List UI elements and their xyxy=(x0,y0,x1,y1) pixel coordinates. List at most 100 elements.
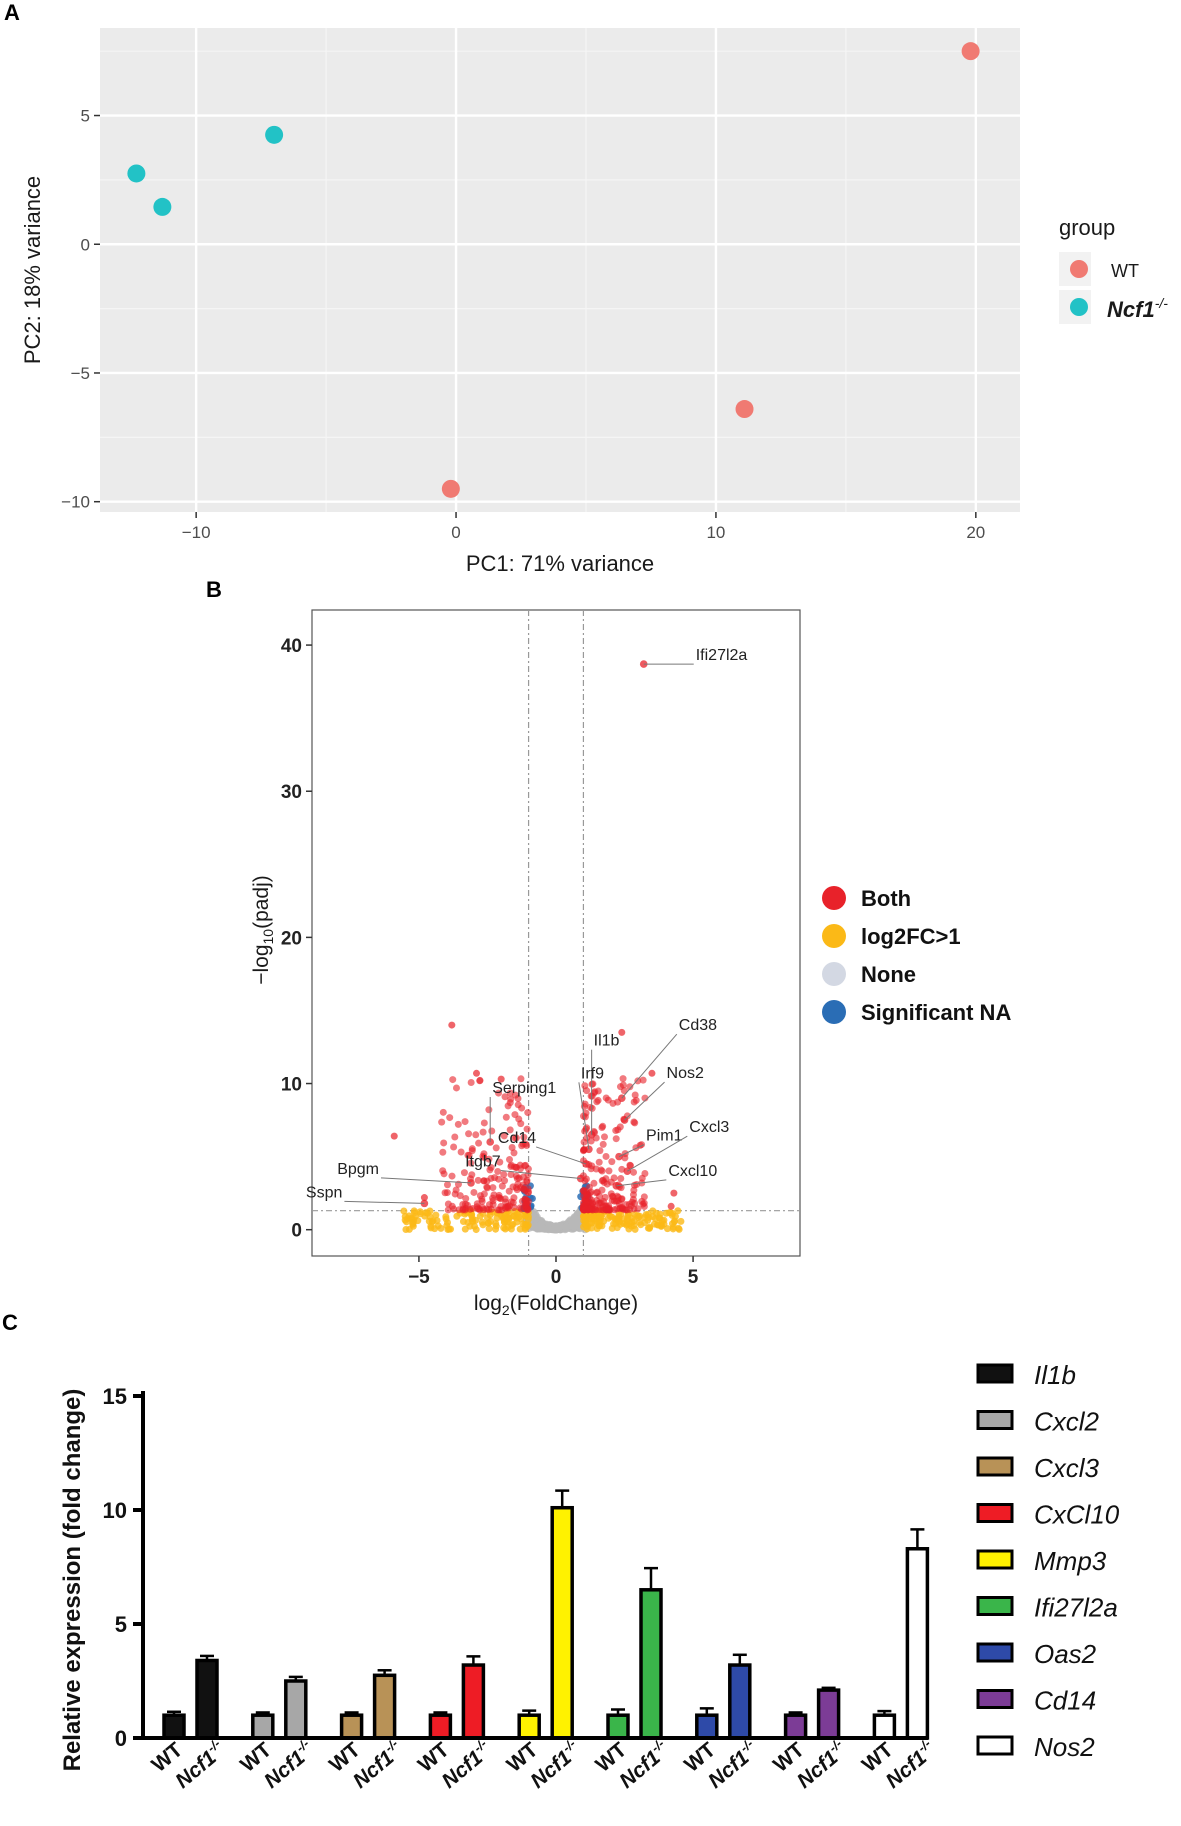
volcano-point-both xyxy=(599,1140,607,1148)
bar-cxcl3-ko xyxy=(372,1673,397,1740)
volcano-point-both xyxy=(496,1194,504,1202)
volcano-point-both xyxy=(452,1084,460,1092)
volcano-point-both xyxy=(596,1147,604,1155)
volcano-point-log2fc xyxy=(431,1225,439,1233)
volcano-label-leader-line xyxy=(535,1146,587,1165)
volcano-point-both xyxy=(500,1171,508,1179)
volcano-point-both xyxy=(492,1144,500,1152)
volcano-point-log2fc xyxy=(432,1211,440,1219)
volcano-point-both xyxy=(631,1181,639,1189)
volcano-point-log2fc xyxy=(453,1212,461,1220)
volcano-point-both xyxy=(488,1127,496,1135)
volcano-gene-label-serping1: Serping1 xyxy=(492,1080,556,1097)
volcano-label-leader-line xyxy=(344,1200,425,1204)
volcano-point-both xyxy=(485,1106,493,1114)
bar-cd14-wt xyxy=(783,1713,808,1740)
pca-legend-ncf1-sup: -/- xyxy=(1155,295,1169,311)
bar-cd14-ko xyxy=(816,1688,841,1740)
volcano-legend-dot-both xyxy=(822,886,846,910)
bar-legend-label-nos2: Nos2 xyxy=(1034,1732,1095,1762)
volcano-point-both xyxy=(606,1206,614,1214)
bar-legend-label-ifi27l2a: Ifi27l2a xyxy=(1034,1593,1118,1623)
volcano-point-both xyxy=(501,1177,509,1185)
panel-label-c: C xyxy=(2,1310,18,1335)
volcano-point-both xyxy=(451,1133,459,1141)
volcano-point-both xyxy=(467,1159,475,1167)
volcano-point-both xyxy=(517,1075,525,1083)
volcano-point-both xyxy=(480,1150,488,1158)
volcano-point-both xyxy=(446,1114,454,1122)
bar-legend-label-mmp3: Mmp3 xyxy=(1034,1546,1107,1576)
volcano-gene-label-cd38: Cd38 xyxy=(679,1017,717,1034)
volcano-gene-label-cxcl3: Cxcl3 xyxy=(689,1119,729,1136)
volcano-x-tick-label: 0 xyxy=(551,1267,562,1288)
volcano-point-both xyxy=(467,1079,475,1087)
volcano-point-both xyxy=(630,1118,638,1126)
bar-legend-swatch-mmp3 xyxy=(976,1549,1014,1570)
volcano-x-tick-label: 5 xyxy=(688,1267,699,1288)
volcano-point-both xyxy=(582,1175,590,1183)
volcano-point-both xyxy=(592,1165,600,1173)
volcano-point-both xyxy=(495,1175,503,1183)
panel-label-a: A xyxy=(4,0,20,25)
pca-point-ncf1 xyxy=(265,125,284,144)
volcano-point-both xyxy=(513,1186,521,1194)
pca-x-tick-label: −10 xyxy=(182,523,211,542)
volcano-point-both xyxy=(631,1091,639,1099)
bar-series xyxy=(162,1489,930,1740)
bar-x-label-ncf1: Ncf1-/- xyxy=(702,1736,763,1793)
pca-plot-background xyxy=(100,28,1020,512)
volcano-point-both xyxy=(583,1198,591,1206)
volcano-point-both xyxy=(640,1193,648,1201)
volcano-point-log2fc xyxy=(492,1222,500,1230)
volcano-point-log2fc xyxy=(476,1212,484,1220)
bar-legend: Il1b Cxcl2 Cxcl3 CxCl10 Mmp3 Ifi27l2a Oas2 Cd14… xyxy=(976,1360,1120,1762)
volcano-point-outlier xyxy=(670,1189,678,1197)
volcano-point-log2fc xyxy=(626,1220,634,1228)
pca-y-tick-label: 5 xyxy=(81,107,90,126)
volcano-point-both xyxy=(612,1135,620,1143)
volcano-point-both xyxy=(449,1076,457,1084)
volcano-point-log2fc xyxy=(400,1207,408,1215)
volcano-y-tick-label: 40 xyxy=(281,636,302,657)
volcano-point-both xyxy=(587,1137,595,1145)
volcano-point-log2fc xyxy=(587,1224,595,1232)
volcano-point-both xyxy=(524,1109,532,1117)
volcano-point-both xyxy=(480,1177,488,1185)
volcano-point-outlier xyxy=(472,1069,480,1077)
volcano-point-both xyxy=(617,1175,625,1183)
pca-point-ncf1 xyxy=(153,197,172,216)
volcano-gene-label-ifi27l2a: Ifi27l2a xyxy=(696,647,748,664)
volcano-point-both xyxy=(508,1143,516,1151)
volcano-label-leader-line xyxy=(627,1135,688,1172)
volcano-point-both xyxy=(608,1196,616,1204)
pca-point-wt xyxy=(735,400,754,419)
volcano-point-none xyxy=(534,1223,543,1232)
volcano-point-both xyxy=(629,1191,637,1199)
volcano-point-both xyxy=(510,1194,518,1202)
volcano-point-outlier xyxy=(618,1028,626,1036)
volcano-y-tick-label: 30 xyxy=(281,782,302,803)
volcano-point-both xyxy=(506,1156,514,1164)
panel-label-b: B xyxy=(206,577,222,602)
pca-legend-dot-ncf1 xyxy=(1070,298,1088,316)
volcano-point-log2fc xyxy=(510,1212,518,1220)
volcano-point-log2fc xyxy=(666,1208,674,1216)
pca-y-axis-title: PC2: 18% variance xyxy=(20,176,45,364)
bar-mmp3-ko xyxy=(550,1505,574,1740)
volcano-point-outlier xyxy=(648,1069,656,1077)
volcano-point-outlier xyxy=(390,1132,398,1140)
volcano-point-both xyxy=(515,1115,523,1123)
volcano-point-both xyxy=(483,1183,491,1191)
bar-legend-swatch-cd14 xyxy=(976,1689,1014,1709)
pca-legend: group WT Ncf1-/- xyxy=(1059,215,1168,324)
volcano-point-both xyxy=(502,1113,510,1121)
volcano-point-both xyxy=(602,1094,610,1102)
pca-x-tick-label: 20 xyxy=(966,523,985,542)
volcano-y-title-sub: 10 xyxy=(260,929,276,945)
volcano-point-both xyxy=(598,1186,606,1194)
volcano-point-both xyxy=(441,1189,449,1197)
volcano-legend-label-none: None xyxy=(861,962,916,987)
volcano-point-both xyxy=(456,1192,464,1200)
